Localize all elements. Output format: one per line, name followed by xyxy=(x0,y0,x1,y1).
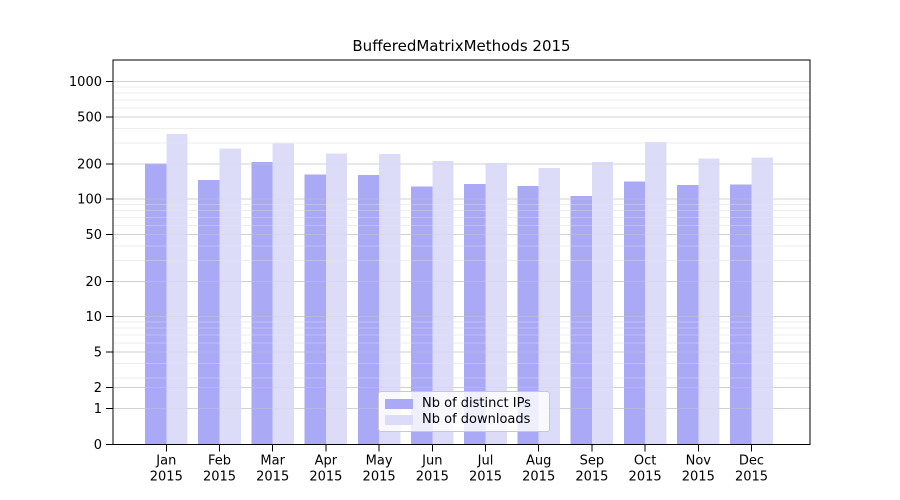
legend-item-downloads: Nb of downloads xyxy=(385,413,543,426)
x-tick-label-apr: Apr xyxy=(315,454,338,469)
bar-distinct-ips-feb xyxy=(198,179,220,445)
y-tick-label-5: 5 xyxy=(94,346,102,361)
legend-label-distinct-ips: Nb of distinct IPs xyxy=(422,396,531,411)
bar-downloads-apr xyxy=(325,153,348,445)
x-tick-year-feb: 2015 xyxy=(203,470,236,485)
bar-downloads-jun xyxy=(432,160,454,445)
bar-distinct-ips-nov xyxy=(677,185,699,445)
bar-downloads-may xyxy=(379,153,401,445)
bar-distinct-ips-jan xyxy=(145,163,167,445)
bar-distinct-ips-jun xyxy=(411,186,433,445)
bar-downloads-jan xyxy=(166,134,188,445)
x-tick-year-apr: 2015 xyxy=(309,470,342,485)
x-tick-label-jul: Jul xyxy=(477,454,494,469)
legend: Nb of distinct IPs Nb of downloads xyxy=(378,391,550,432)
x-tick-label-jan: Jan xyxy=(155,454,176,469)
x-tick-label-sep: Sep xyxy=(580,454,605,469)
bar-downloads-mar xyxy=(272,143,294,445)
x-tick-year-dec: 2015 xyxy=(735,470,768,485)
x-tick-year-nov: 2015 xyxy=(682,470,715,485)
legend-swatch-downloads xyxy=(385,414,413,425)
bar-distinct-ips-sep xyxy=(570,196,592,445)
bar-distinct-ips-dec xyxy=(730,184,752,445)
legend-swatch-distinct-ips xyxy=(385,398,413,409)
y-tick-label-2: 2 xyxy=(94,381,102,396)
legend-label-downloads: Nb of downloads xyxy=(422,412,531,427)
x-tick-year-may: 2015 xyxy=(363,470,396,485)
bar-downloads-feb xyxy=(219,148,241,445)
axes-frame xyxy=(112,59,811,445)
y-tick-label-1: 1 xyxy=(94,402,102,417)
y-tick-label-200: 200 xyxy=(77,157,102,172)
bar-distinct-ips-mar xyxy=(251,162,273,445)
x-tick-label-jun: Jun xyxy=(421,454,442,469)
bar-distinct-ips-oct xyxy=(623,181,646,445)
bar-distinct-ips-apr xyxy=(304,174,326,445)
bar-distinct-ips-aug xyxy=(517,186,539,445)
x-tick-label-mar: Mar xyxy=(260,454,285,469)
bar-distinct-ips-may xyxy=(357,174,380,445)
x-tick-year-oct: 2015 xyxy=(629,470,662,485)
y-tick-label-20: 20 xyxy=(85,275,102,290)
y-tick-label-50: 50 xyxy=(85,228,102,243)
legend-item-distinct-ips: Nb of distinct IPs xyxy=(385,397,543,410)
x-tick-year-jun: 2015 xyxy=(416,470,449,485)
x-tick-year-mar: 2015 xyxy=(256,470,289,485)
bar-distinct-ips-jul xyxy=(464,183,486,445)
x-tick-year-jan: 2015 xyxy=(150,470,183,485)
bar-downloads-jul xyxy=(485,163,507,445)
x-tick-year-aug: 2015 xyxy=(522,470,555,485)
y-tick-label-0: 0 xyxy=(94,438,102,453)
y-tick-label-100: 100 xyxy=(77,193,102,208)
x-tick-year-jul: 2015 xyxy=(469,470,502,485)
x-tick-year-sep: 2015 xyxy=(575,470,608,485)
bar-downloads-aug xyxy=(538,168,560,445)
bar-downloads-dec xyxy=(751,157,773,445)
x-tick-label-aug: Aug xyxy=(526,454,551,469)
y-tick-label-500: 500 xyxy=(77,111,102,126)
x-tick-label-nov: Nov xyxy=(686,454,712,469)
y-tick-label-10: 10 xyxy=(85,310,102,325)
x-tick-label-dec: Dec xyxy=(739,454,764,469)
bar-downloads-nov xyxy=(698,158,720,445)
bar-downloads-sep xyxy=(591,162,614,445)
x-tick-label-may: May xyxy=(366,454,393,469)
x-tick-label-oct: Oct xyxy=(634,454,656,469)
bar-downloads-oct xyxy=(645,141,667,445)
chart-title: BufferedMatrixMethods 2015 xyxy=(352,37,571,55)
x-tick-label-feb: Feb xyxy=(208,454,231,469)
y-tick-label-1000: 1000 xyxy=(69,75,102,90)
